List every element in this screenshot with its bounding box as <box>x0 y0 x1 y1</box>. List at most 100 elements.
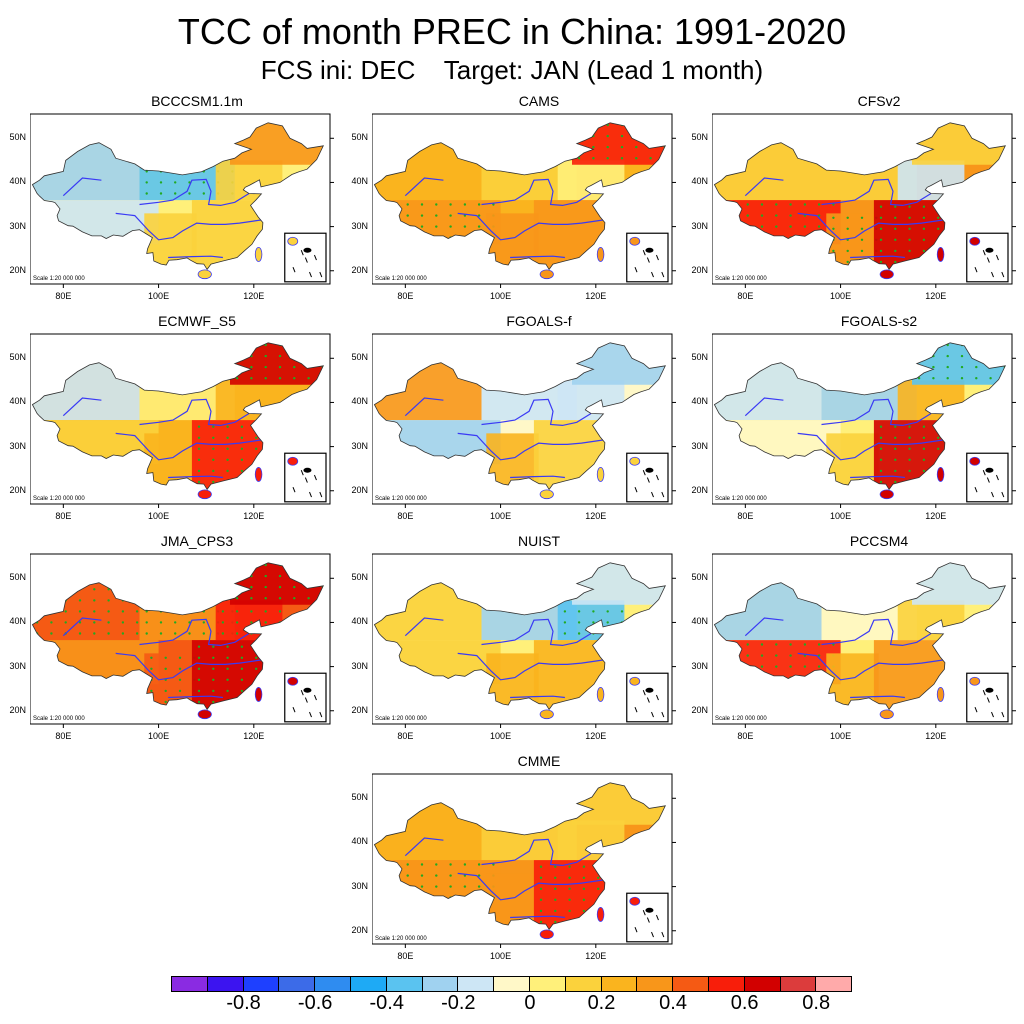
lat-label: 20N <box>9 704 26 715</box>
inset-dash <box>313 254 317 261</box>
significance-dot <box>539 920 543 924</box>
river-line <box>62 397 102 417</box>
inset-dash <box>634 487 638 493</box>
significance-dot <box>477 225 481 228</box>
inset-island <box>629 236 641 246</box>
panel-title: NUIST <box>518 533 560 549</box>
colorbar-swatch <box>672 976 709 992</box>
colorbar-label: -0.6 <box>297 992 333 1014</box>
inset-island <box>969 456 981 466</box>
significance-dot <box>894 205 897 208</box>
lat-label: 40N <box>351 176 368 187</box>
significance-dot <box>760 643 764 646</box>
significance-dot <box>960 377 964 380</box>
panel-title: CFSv2 <box>857 93 901 109</box>
lon-label: 80E <box>397 951 413 961</box>
tcc-map: Scale 1:20 000 000 80E 100E 120E <box>372 553 676 741</box>
lon-label: 120E <box>585 291 606 301</box>
significance-dot <box>789 665 792 668</box>
significance-dot <box>240 469 244 473</box>
lon-label: 100E <box>148 291 169 301</box>
inset-island-dark <box>303 687 312 693</box>
significance-dot <box>164 656 167 659</box>
river-line <box>481 618 592 647</box>
significance-dot <box>121 610 125 613</box>
inset-dash <box>651 271 654 278</box>
river-line <box>797 432 944 461</box>
panel-title: BCCCSM1.1m <box>151 93 243 109</box>
inset-dash <box>661 711 665 718</box>
tcc-map: Scale 1:20 000 000 80E 100E 120E <box>372 333 676 521</box>
china-boundary <box>373 782 666 931</box>
significance-dot <box>879 447 883 450</box>
inset-dash <box>651 931 654 938</box>
significance-dot <box>250 610 253 613</box>
significance-dot <box>197 469 201 473</box>
island <box>539 489 554 500</box>
lat-label: 20N <box>9 484 26 495</box>
river-line <box>797 212 944 241</box>
significance-dot <box>606 610 609 613</box>
inset-dash <box>309 711 312 718</box>
significance-dot <box>620 134 624 138</box>
significance-dot <box>226 678 229 681</box>
tcc-field <box>32 122 324 270</box>
colorbar-swatch <box>636 976 674 992</box>
significance-dot <box>568 887 571 890</box>
significance-dot <box>568 898 571 901</box>
significance-dot <box>250 365 253 369</box>
lat-label: 30N <box>691 440 708 451</box>
significance-dot <box>212 689 215 693</box>
significance-dot <box>620 610 624 613</box>
island <box>879 489 894 500</box>
inset-dash <box>1001 491 1005 498</box>
significance-dot <box>649 157 652 160</box>
significance-dot <box>803 214 807 217</box>
significance-dot <box>606 157 609 160</box>
significance-dot <box>775 654 778 657</box>
significance-dot <box>746 643 749 646</box>
inset-island-dark <box>985 687 994 693</box>
map-panel: CMME Scale 1:20 000 000 80E 100E 120E 50N 40N 3… <box>351 752 706 962</box>
significance-dot <box>135 610 139 613</box>
significance-dot <box>620 145 624 149</box>
lat-label: 20N <box>351 484 368 495</box>
significance-dot <box>135 632 139 635</box>
significance-dot <box>264 377 267 380</box>
inset-island-dark <box>645 247 654 253</box>
inset-dash <box>300 690 304 696</box>
significance-dot <box>597 887 600 890</box>
colorbar-label: -0.2 <box>441 992 476 1014</box>
significance-dot <box>932 365 935 369</box>
significance-dot <box>250 621 253 624</box>
significance-dot <box>592 157 595 160</box>
inset-dash <box>304 477 308 483</box>
lon-label: 100E <box>490 951 511 961</box>
inset-dash <box>292 487 296 493</box>
inset-dash <box>642 690 646 696</box>
significance-dot <box>150 667 153 670</box>
significance-dot <box>78 599 82 602</box>
lat-label: 40N <box>351 616 368 627</box>
significance-dot <box>937 227 940 230</box>
island <box>879 709 894 720</box>
river-line <box>139 618 250 647</box>
significance-dot <box>197 700 201 704</box>
significance-dot <box>577 610 581 613</box>
significance-dot <box>775 225 778 228</box>
colorbar-label: 0.8 <box>802 992 831 1014</box>
tcc-map: Scale 1:20 000 000 80E 100E 120E <box>372 773 676 961</box>
significance-dot <box>606 621 609 624</box>
significance-dot <box>406 214 409 217</box>
inset-dash <box>655 254 659 261</box>
map-panel: ECMWF_S5 Scale 1:20 000 000 80E 100E 120E 50N… <box>9 312 364 522</box>
inset-dash <box>974 707 978 713</box>
significance-dot <box>159 632 163 635</box>
significance-dot <box>278 354 282 358</box>
significance-dot <box>817 225 821 228</box>
inset-dash <box>313 694 317 701</box>
significance-dot <box>554 909 557 913</box>
significance-dot <box>212 436 215 439</box>
inset-dash <box>995 474 999 481</box>
significance-dot <box>174 192 177 195</box>
